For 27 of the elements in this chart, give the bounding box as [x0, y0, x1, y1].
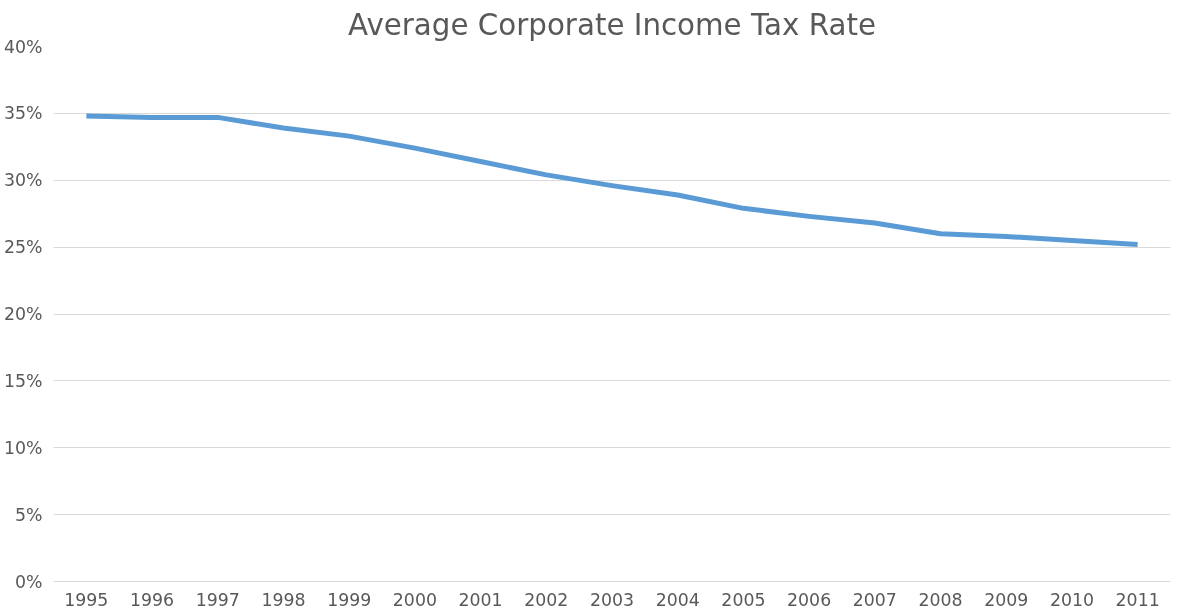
x-tick-label: 2007: [852, 589, 897, 610]
x-tick-label: 2003: [589, 589, 635, 610]
y-tick-label: 10%: [3, 437, 43, 458]
x-tick-label: 2006: [787, 589, 832, 610]
x-tick-label: 1998: [261, 589, 306, 610]
x-tick-label: 2005: [721, 589, 766, 610]
y-tick-label: 5%: [15, 504, 43, 525]
y-tick-label: 35%: [3, 103, 43, 124]
y-tick-label: 30%: [3, 170, 43, 191]
x-tick-label: 1999: [327, 589, 372, 610]
x-tick-label: 2001: [458, 589, 503, 610]
y-tick-label: 0%: [15, 571, 43, 592]
x-tick-label: 2002: [524, 589, 569, 610]
x-tick-label: 2010: [1049, 589, 1094, 610]
x-tick-label: 1997: [195, 589, 240, 610]
x-tick-label: 2008: [918, 589, 963, 610]
x-tick-label: 2011: [1115, 589, 1160, 610]
y-tick-label: 40%: [3, 36, 43, 57]
y-tick-label: 15%: [3, 370, 43, 391]
y-tick-label: 20%: [3, 304, 43, 324]
x-tick-label: 2004: [655, 589, 700, 610]
y-tick-label: 25%: [3, 237, 43, 258]
x-tick-label: 2009: [984, 589, 1029, 610]
x-tick-label: 1996: [130, 589, 175, 610]
x-tick-label: 1995: [64, 589, 109, 610]
chart-title: Average Corporate Income Tax Rate: [348, 7, 876, 42]
x-tick-label: 2000: [392, 589, 437, 610]
